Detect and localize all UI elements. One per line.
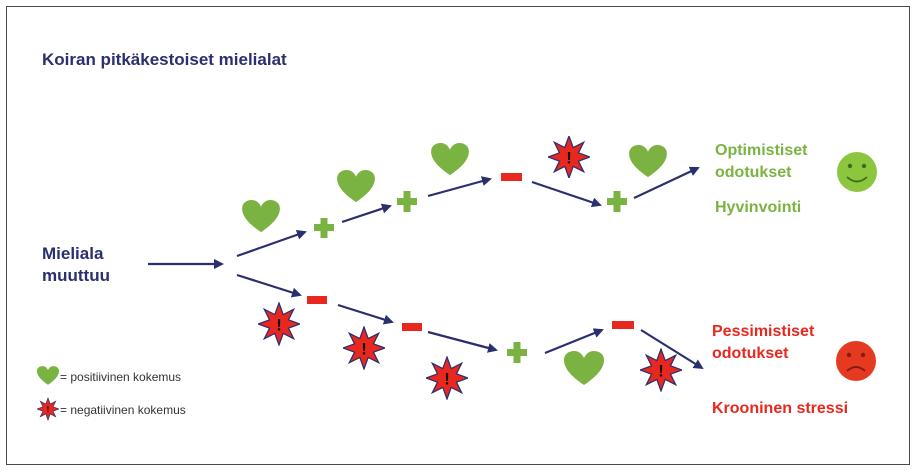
wellbeing-label: Hyvinvointi — [715, 199, 802, 216]
legend-burst-icon — [37, 397, 59, 421]
happy-face-icon — [837, 152, 877, 192]
burst-icon — [640, 348, 682, 392]
plus-icon — [397, 191, 417, 212]
legend-positive-label: = positiivinen kokemus — [60, 370, 182, 384]
plus-icon — [314, 218, 334, 238]
heart-icon — [242, 200, 280, 233]
burst-icon — [343, 326, 385, 370]
lower-arrow-4 — [544, 328, 604, 355]
diagram-title: Koiran pitkäkestoiset mielialat — [42, 50, 287, 69]
upper-arrow-4 — [531, 180, 602, 208]
upper-arrow-2 — [341, 203, 392, 224]
negative-outcome-line-1: Pessimistiset — [712, 323, 815, 340]
minus-icon — [501, 173, 522, 181]
upper-arrow-3 — [427, 176, 492, 198]
start-label-line-1: Mieliala — [42, 244, 104, 263]
start-label: Mieliala muuttuu — [42, 243, 110, 287]
positive-outcome-line-1: Optimistiset — [715, 142, 808, 159]
burst-icon — [426, 356, 468, 400]
upper-arrow-1 — [236, 229, 307, 258]
positive-outcome-label: Optimistiset odotukset — [715, 140, 807, 184]
plus-icon — [607, 191, 627, 212]
lower-arrow-1 — [236, 273, 302, 298]
legend-negative-label: = negatiivinen kokemus — [60, 403, 186, 417]
burst-icon — [258, 302, 300, 346]
sad-face-icon — [836, 341, 876, 381]
heart-icon — [337, 170, 375, 203]
arrows — [148, 166, 704, 370]
minus-icon — [612, 321, 634, 329]
heart-icon — [629, 145, 667, 178]
negative-outcome-label: Pessimistiset odotukset — [712, 321, 814, 365]
lower-arrow-2 — [337, 303, 394, 325]
start-label-line-2: muuttuu — [42, 266, 110, 285]
heart-icon — [431, 143, 469, 176]
lower-arrow-5 — [640, 329, 704, 370]
burst-icon — [548, 136, 590, 178]
minus-icon — [307, 296, 327, 304]
plus-icon — [507, 342, 527, 363]
negative-outcome-line-2: odotukset — [712, 345, 789, 362]
upper-arrow-5 — [633, 166, 700, 199]
heart-icon — [564, 351, 604, 385]
positive-outcome-line-2: odotukset — [715, 164, 792, 181]
legend-heart-icon — [37, 366, 59, 385]
stress-label: Krooninen stressi — [712, 400, 849, 417]
lower-arrow-3 — [427, 330, 498, 353]
minus-icon — [402, 323, 422, 331]
